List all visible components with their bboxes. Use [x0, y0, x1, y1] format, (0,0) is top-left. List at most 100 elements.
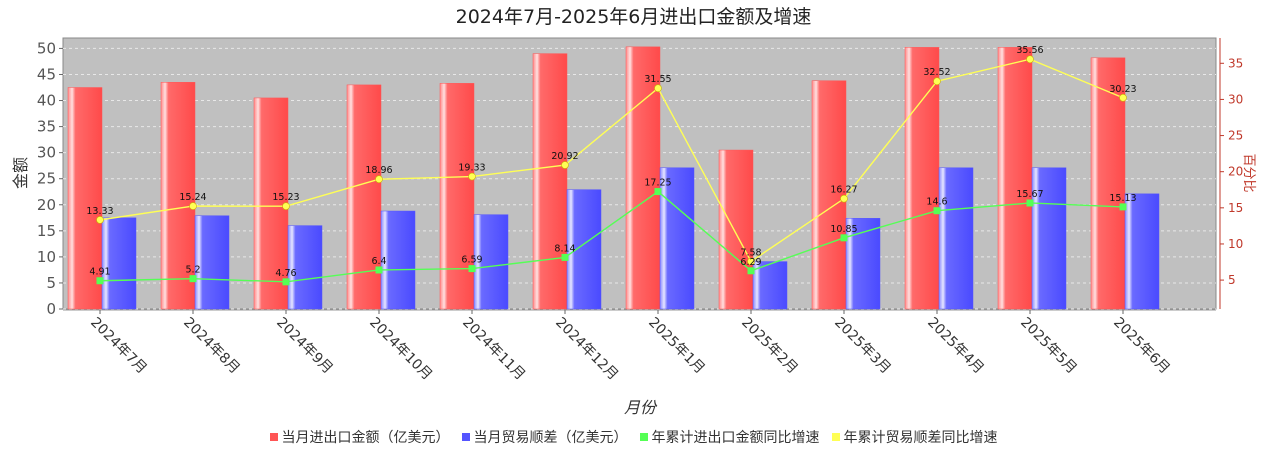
bar-trade-surplus [1124, 193, 1160, 310]
legend-swatch [639, 433, 648, 441]
bar-trade-surplus [845, 218, 881, 310]
point-marker [1119, 203, 1127, 211]
legend-item: 当月贸易顺差（亿美元） [461, 427, 628, 447]
data-label: 6.4 [371, 256, 386, 267]
bar-trade-surplus [473, 214, 509, 310]
data-labels-layer: 4.91 5.2 4.76 6.4 6.59 8.14 17.25 6.29 10.85 14.6… [86, 45, 1136, 279]
y2-tick-label: 5 [1228, 273, 1236, 287]
bar-import-export [811, 80, 847, 310]
data-label: 8.14 [554, 243, 575, 254]
point-marker [933, 77, 941, 86]
bar-trade-surplus [752, 261, 788, 310]
x-tick-label: 2025年5月 [1017, 315, 1080, 378]
series-line-surplus-growth [99, 58, 1124, 263]
point-marker [747, 257, 755, 266]
x-axis: 2024年7月 2024年8月 2024年9月 2024年10月 2024年11月 202… [63, 309, 1216, 384]
point-marker [840, 194, 848, 203]
x-tick-label: 2024年8月 [180, 315, 243, 378]
y2-tick-label: 35 [1228, 56, 1243, 70]
y-tick-label: 50 [37, 39, 56, 57]
point-marker [282, 278, 290, 286]
data-label: 18.96 [365, 165, 392, 176]
bar-import-export [718, 149, 754, 310]
x-tick-label: 2025年4月 [924, 315, 987, 378]
legend-item: 当月进出口金额（亿美元） [269, 427, 450, 447]
y-axis-label: 金额 [11, 157, 30, 189]
x-tick-label: 2024年12月 [552, 315, 621, 384]
point-marker [282, 202, 290, 210]
legend-label: 当月贸易顺差（亿美元） [473, 430, 628, 446]
y-tick-label: 40 [37, 92, 56, 110]
bar-import-export [67, 87, 103, 310]
point-marker [561, 161, 569, 169]
point-marker [654, 188, 662, 196]
x-tick-label: 2024年7月 [87, 315, 150, 378]
x-axis-label: 月份 [624, 398, 658, 417]
legend-swatch [269, 433, 278, 441]
data-label: 6.59 [461, 255, 482, 266]
point-marker [189, 202, 197, 210]
data-label: 5.2 [185, 265, 200, 276]
bar-import-export [346, 84, 382, 310]
x-tick-label: 2025年1月 [645, 315, 708, 378]
point-marker [1026, 199, 1034, 207]
data-label: 16.27 [830, 185, 857, 196]
y-tick-label: 15 [37, 222, 56, 240]
y2-tick-label: 25 [1228, 129, 1243, 143]
point-marker [840, 234, 848, 242]
point-marker [96, 216, 104, 224]
bar-trade-surplus [194, 215, 230, 310]
point-marker [468, 172, 476, 181]
y-tick-label: 10 [37, 248, 56, 266]
data-label: 17.25 [644, 178, 671, 189]
point-marker [96, 277, 104, 285]
y2-tick-label: 20 [1228, 165, 1243, 179]
data-label: 32.52 [923, 67, 950, 78]
bar-trade-surplus [287, 225, 323, 310]
point-marker [654, 84, 662, 93]
point-marker [561, 253, 569, 261]
data-label: 4.76 [275, 268, 296, 279]
bar-import-export [1090, 57, 1126, 310]
bar-trade-surplus [101, 217, 137, 310]
bar-import-export [160, 82, 196, 310]
x-tick-label: 2025年2月 [738, 315, 801, 378]
data-label: 13.33 [86, 206, 113, 217]
y-tick-label: 45 [37, 65, 56, 83]
y-tick-label: 30 [37, 144, 56, 162]
data-label: 31.55 [644, 74, 671, 85]
point-marker [1026, 55, 1034, 64]
y-axis-left: 0 5 10 15 20 25 30 35 40 45 50 [37, 39, 63, 318]
data-label: 14.6 [926, 197, 947, 208]
bar-trade-surplus [659, 167, 695, 310]
data-label: 20.92 [551, 151, 578, 162]
x-tick-label: 2024年11月 [459, 315, 528, 384]
point-marker [375, 266, 383, 274]
y-axis-right: 5 10 15 20 25 30 35 [1219, 38, 1243, 309]
y-tick-label: 20 [37, 196, 56, 214]
bar-import-export [253, 97, 289, 310]
y2-axis-label: 百分比 [1241, 153, 1256, 192]
data-label: 15.13 [1109, 193, 1136, 204]
lines-layer [96, 55, 1127, 286]
legend: 当月进出口金额（亿美元） 当月贸易顺差（亿美元） 年累计进出口金额同比增速 年累计贸易… [0, 427, 1267, 447]
legend-label: 年累计贸易顺差同比增速 [843, 430, 998, 446]
y2-tick-label: 30 [1228, 92, 1243, 106]
point-marker [747, 267, 755, 275]
data-label: 19.33 [458, 163, 485, 174]
series-line-import-export-growth [99, 190, 1124, 283]
y2-tick-label: 10 [1228, 237, 1243, 251]
legend-label: 当月进出口金额（亿美元） [281, 430, 450, 446]
bar-import-export [904, 47, 940, 310]
bars-layer [67, 46, 1160, 310]
legend-label: 年累计进出口金额同比增速 [651, 430, 820, 446]
legend-item: 年累计贸易顺差同比增速 [831, 427, 998, 447]
bar-trade-surplus [1031, 167, 1067, 310]
point-marker [375, 175, 383, 184]
data-label: 4.91 [89, 267, 110, 278]
bar-trade-surplus [566, 189, 602, 310]
bar-import-export [439, 83, 475, 310]
data-label: 7.58 [740, 247, 761, 258]
bar-import-export [997, 47, 1033, 310]
point-marker [189, 275, 197, 283]
